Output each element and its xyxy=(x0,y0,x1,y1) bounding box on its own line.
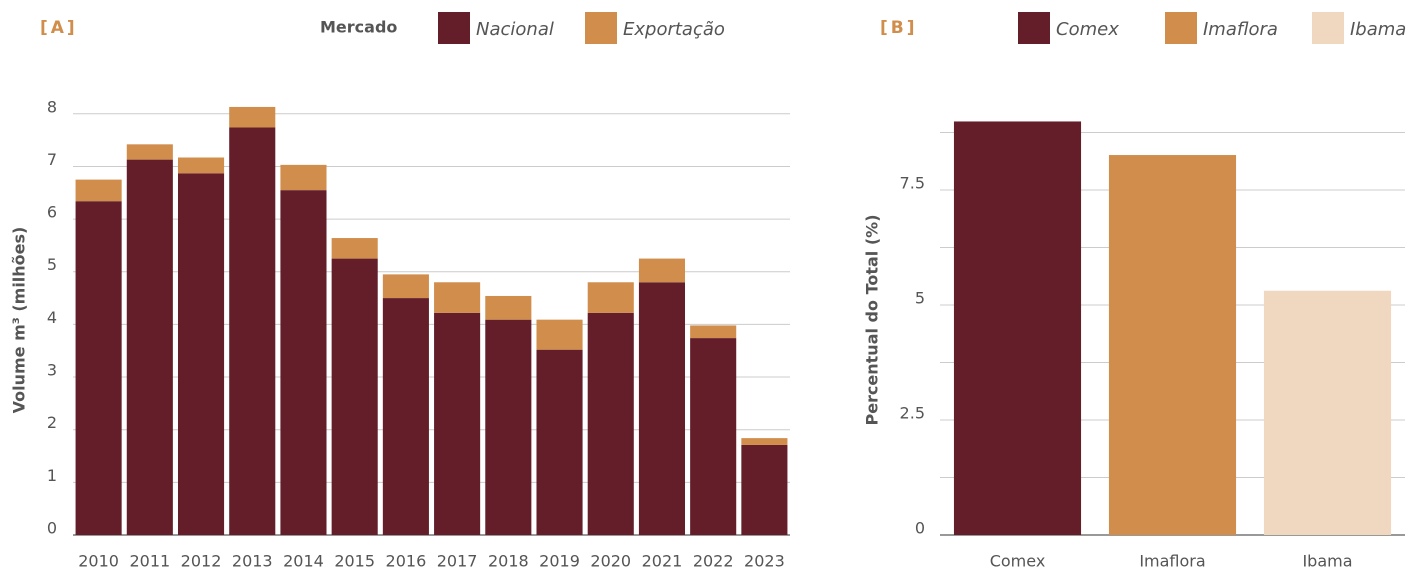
bar xyxy=(1263,290,1392,535)
y-tick-label: 8 xyxy=(47,97,57,116)
x-tick-label: 2015 xyxy=(334,552,375,571)
bar-segment xyxy=(280,164,327,191)
legend-swatch xyxy=(585,12,617,44)
bar-segment xyxy=(485,319,532,535)
bar-segment xyxy=(229,106,276,128)
bar-segment xyxy=(280,190,327,535)
y-tick-label: 1 xyxy=(47,466,57,485)
y-tick-label: 0 xyxy=(915,519,925,538)
x-tick-label: 2013 xyxy=(232,552,273,571)
bar-segment xyxy=(741,438,788,445)
x-tick-label: 2014 xyxy=(283,552,324,571)
legend-label: Nacional xyxy=(476,19,554,40)
legend-label: Ibama xyxy=(1350,19,1406,40)
y-axis-label: Percentual do Total (%) xyxy=(863,214,882,425)
legend-title: Mercado xyxy=(320,18,397,37)
x-tick-label: 2012 xyxy=(181,552,222,571)
y-tick-label: 3 xyxy=(47,361,57,380)
x-tick-label: 2019 xyxy=(539,552,580,571)
x-tick-label: Imaflora xyxy=(1139,552,1205,571)
x-tick-label: Ibama xyxy=(1302,552,1352,571)
legend-label: Comex xyxy=(1056,19,1119,40)
legend-swatch xyxy=(1018,12,1050,44)
bar-segment xyxy=(690,338,737,535)
bar-segment xyxy=(587,282,634,313)
y-tick-label: 2 xyxy=(47,413,57,432)
bar-segment xyxy=(177,173,225,536)
legend-swatch xyxy=(1312,12,1344,44)
bar-segment xyxy=(126,159,173,536)
x-tick-label: 2016 xyxy=(386,552,427,571)
bar-segment xyxy=(177,157,225,174)
y-tick-label: 5 xyxy=(47,255,57,274)
bar-segment xyxy=(485,295,532,320)
bar-segment xyxy=(382,298,429,535)
bar-segment xyxy=(331,258,378,535)
bar-segment xyxy=(690,325,737,339)
bar xyxy=(1108,155,1237,536)
chart-tag: [B] xyxy=(880,18,918,38)
chart-tag: [A] xyxy=(40,18,78,38)
y-axis-label: Volume m³ (milhões) xyxy=(10,227,29,414)
x-tick-label: 2011 xyxy=(129,552,170,571)
x-tick-label: 2020 xyxy=(590,552,631,571)
bar-segment xyxy=(587,312,634,535)
bar-segment xyxy=(126,144,173,160)
bar-segment xyxy=(382,274,429,299)
x-tick-label: 2017 xyxy=(437,552,478,571)
bar-segment xyxy=(741,444,788,535)
y-tick-label: 7 xyxy=(47,150,57,169)
y-tick-label: 5 xyxy=(915,289,925,308)
legend-label: Exportação xyxy=(623,19,725,40)
legend-swatch xyxy=(438,12,470,44)
x-tick-label: 2023 xyxy=(744,552,785,571)
bar-segment xyxy=(434,312,481,535)
bar-segment xyxy=(536,319,583,350)
y-tick-label: 4 xyxy=(47,308,57,327)
y-tick-label: 0 xyxy=(47,519,57,538)
bar-segment xyxy=(229,127,276,535)
x-tick-label: 2018 xyxy=(488,552,529,571)
bar-segment xyxy=(434,282,481,313)
bar xyxy=(953,121,1082,536)
x-tick-label: Comex xyxy=(990,552,1046,571)
y-tick-label: 6 xyxy=(47,203,57,222)
bar-segment xyxy=(536,349,583,535)
bar-segment xyxy=(638,258,686,283)
y-tick-label: 2.5 xyxy=(900,404,925,423)
y-tick-label: 7.5 xyxy=(900,174,925,193)
x-tick-label: 2022 xyxy=(693,552,734,571)
bar-segment xyxy=(331,238,378,259)
x-tick-label: 2021 xyxy=(642,552,683,571)
bar-segment xyxy=(75,179,122,202)
legend-swatch xyxy=(1165,12,1197,44)
bar-segment xyxy=(75,201,122,535)
bar-segment xyxy=(638,282,686,535)
legend-label: Imaflora xyxy=(1203,19,1278,40)
x-tick-label: 2010 xyxy=(78,552,119,571)
